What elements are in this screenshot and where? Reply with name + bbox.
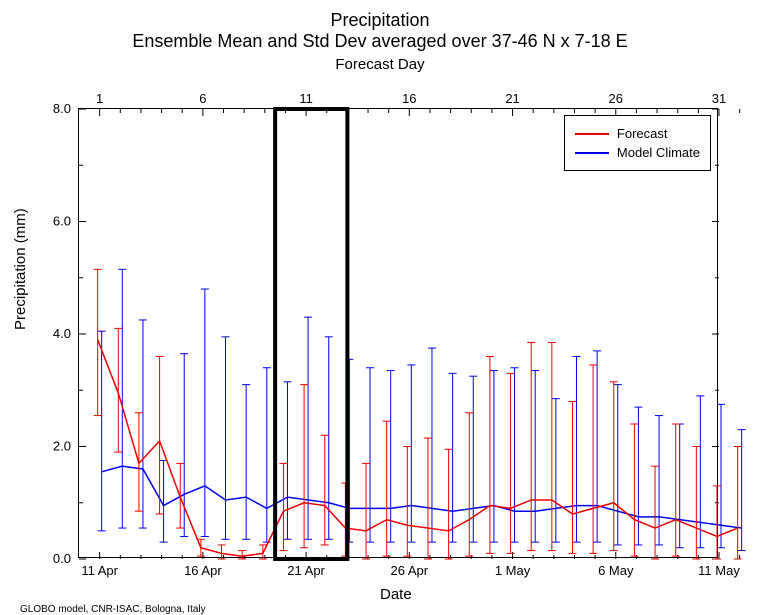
legend-label-climate: Model Climate bbox=[617, 145, 700, 160]
svg-text:11 May: 11 May bbox=[698, 563, 740, 578]
footer-credit: GLOBO model, CNR-ISAC, Bologna, Italy bbox=[20, 604, 206, 615]
svg-text:11 Apr: 11 Apr bbox=[81, 563, 118, 578]
plot-svg: 0.02.04.06.08.016111621263111 Apr16 Apr2… bbox=[79, 109, 719, 559]
top-axis-label: Forecast Day bbox=[0, 56, 760, 73]
svg-text:6: 6 bbox=[199, 91, 206, 106]
svg-text:0.0: 0.0 bbox=[53, 551, 71, 566]
legend-item-forecast: Forecast bbox=[575, 126, 700, 141]
svg-text:16: 16 bbox=[402, 91, 416, 106]
legend-swatch-forecast bbox=[575, 133, 609, 135]
svg-text:26: 26 bbox=[609, 91, 623, 106]
svg-text:26 Apr: 26 Apr bbox=[391, 563, 429, 578]
svg-text:8.0: 8.0 bbox=[53, 101, 71, 116]
svg-text:1: 1 bbox=[96, 91, 103, 106]
legend-label-forecast: Forecast bbox=[617, 126, 668, 141]
svg-text:21 Apr: 21 Apr bbox=[287, 563, 325, 578]
x-axis-label: Date bbox=[380, 586, 412, 603]
svg-text:1 May: 1 May bbox=[495, 563, 531, 578]
svg-text:2.0: 2.0 bbox=[53, 439, 71, 454]
svg-text:4.0: 4.0 bbox=[53, 326, 71, 341]
legend-swatch-climate bbox=[575, 152, 609, 154]
titles: Precipitation Ensemble Mean and Std Dev … bbox=[0, 0, 760, 73]
svg-text:16 Apr: 16 Apr bbox=[184, 563, 222, 578]
chart-subtitle: Ensemble Mean and Std Dev averaged over … bbox=[0, 31, 760, 52]
svg-text:11: 11 bbox=[299, 91, 313, 106]
svg-text:6.0: 6.0 bbox=[53, 214, 71, 229]
chart-title: Precipitation bbox=[0, 10, 760, 31]
legend: Forecast Model Climate bbox=[564, 115, 711, 171]
chart-area: 0.02.04.06.08.016111621263111 Apr16 Apr2… bbox=[78, 108, 718, 558]
plot-border: 0.02.04.06.08.016111621263111 Apr16 Apr2… bbox=[78, 108, 718, 558]
y-axis-label: Precipitation (mm) bbox=[12, 208, 29, 330]
legend-item-climate: Model Climate bbox=[575, 145, 700, 160]
svg-text:6 May: 6 May bbox=[598, 563, 634, 578]
svg-text:21: 21 bbox=[505, 91, 519, 106]
svg-text:31: 31 bbox=[712, 91, 726, 106]
